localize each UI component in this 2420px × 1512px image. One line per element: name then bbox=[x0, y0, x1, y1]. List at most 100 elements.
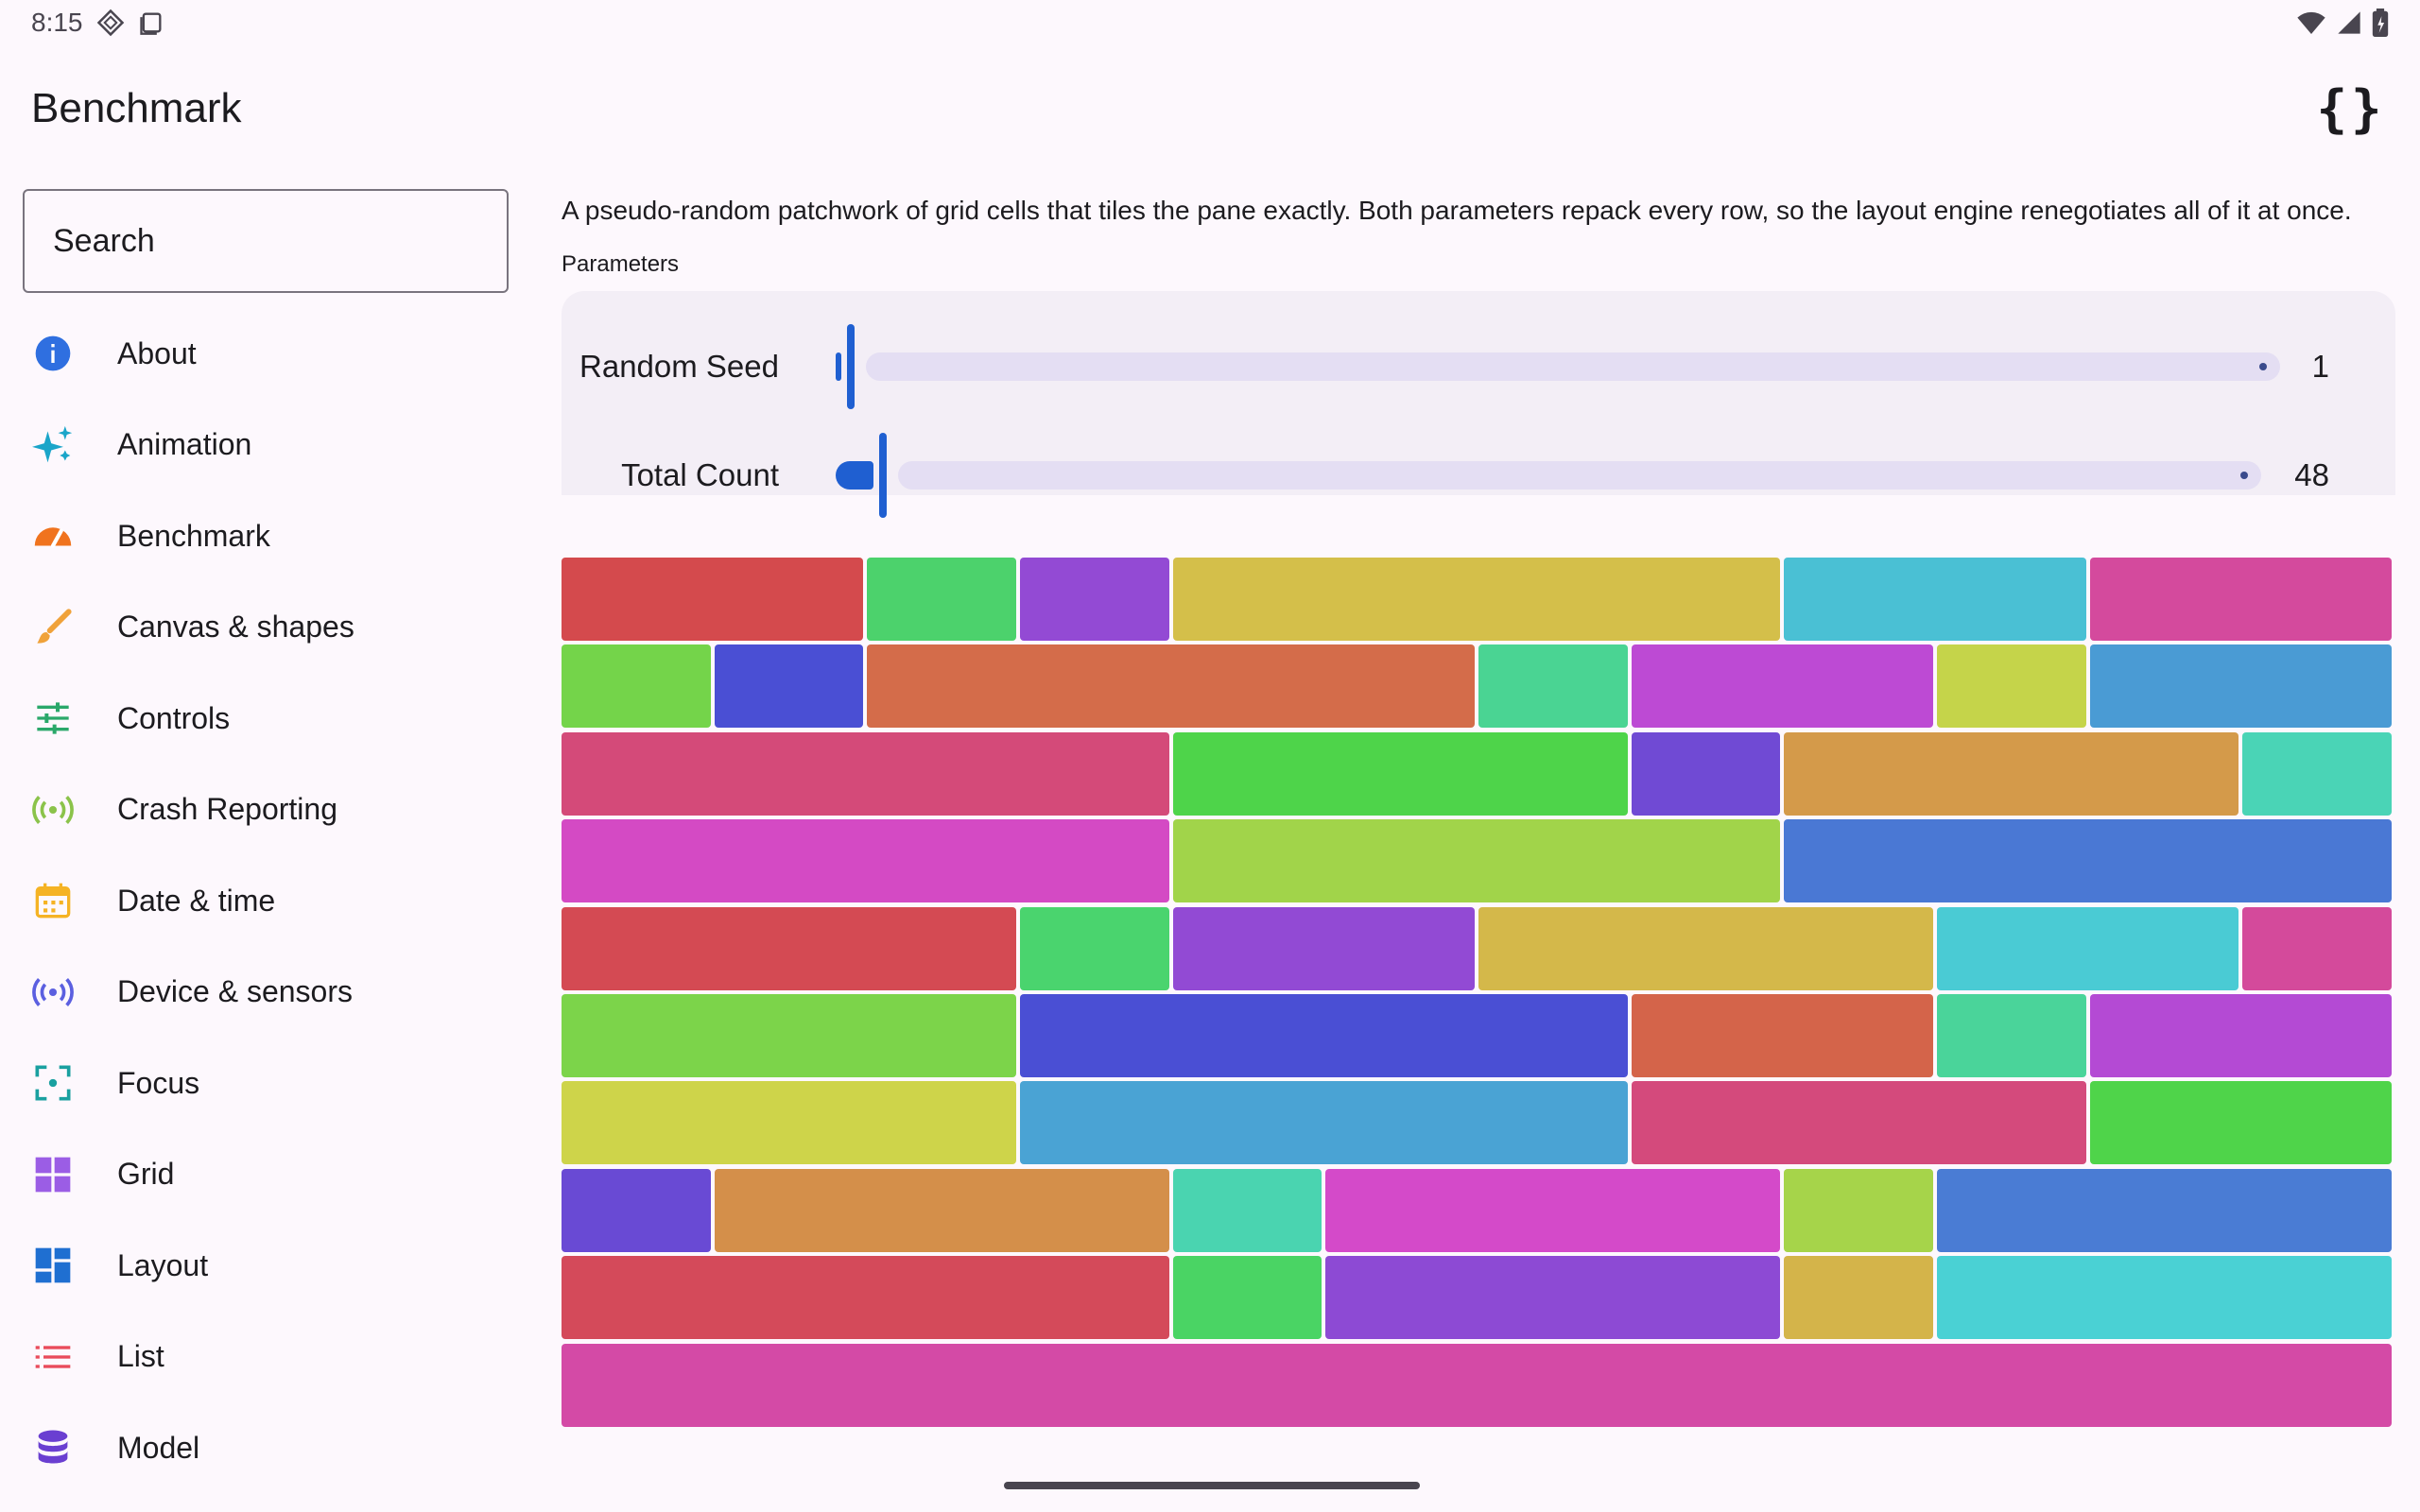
sidebar-item-animation[interactable]: Animation bbox=[23, 400, 509, 491]
sensors-icon bbox=[32, 971, 74, 1013]
grid-cell bbox=[1784, 1168, 1933, 1252]
grid-cell bbox=[562, 731, 1169, 816]
sidebar-item-crash-reporting[interactable]: Crash Reporting bbox=[23, 765, 509, 856]
grid-cell bbox=[1937, 1256, 2392, 1340]
sidebar-item-label: Date & time bbox=[117, 883, 276, 918]
total-count-slider-thumb[interactable] bbox=[879, 433, 887, 518]
grid-cell bbox=[1784, 731, 2239, 816]
grid-cell bbox=[1784, 819, 2392, 903]
database-icon bbox=[32, 1427, 74, 1469]
battery-icon bbox=[2372, 9, 2389, 37]
sidebar-item-label: Crash Reporting bbox=[117, 792, 337, 827]
wifi-icon bbox=[2296, 9, 2326, 36]
grid-cell bbox=[1784, 1256, 1933, 1340]
grid-cell bbox=[1937, 644, 2086, 729]
param-row-total-count: Total Count 48 bbox=[562, 433, 2395, 518]
sidebar-item-benchmark[interactable]: Benchmark bbox=[23, 490, 509, 582]
sidebar-item-about[interactable]: About bbox=[23, 308, 509, 400]
grid-cell bbox=[562, 1081, 1016, 1165]
main-content: A pseudo-random patchwork of grid cells … bbox=[562, 194, 2395, 518]
grid-cell bbox=[1325, 1168, 1781, 1252]
grid-cell bbox=[867, 644, 1475, 729]
broadcast-icon bbox=[32, 789, 74, 831]
grid-cell bbox=[1937, 906, 2239, 990]
sidebar-item-canvas[interactable]: Canvas & shapes bbox=[23, 582, 509, 674]
grid-cell bbox=[714, 1168, 1169, 1252]
grid-cell bbox=[1020, 906, 1169, 990]
sidebar-item-label: List bbox=[117, 1339, 164, 1374]
grid-cell bbox=[1478, 906, 1933, 990]
search-input[interactable]: Search bbox=[23, 189, 509, 293]
search-placeholder: Search bbox=[53, 222, 155, 259]
layout-icon bbox=[32, 1245, 74, 1286]
param-label: Random Seed bbox=[579, 349, 779, 384]
param-value: 1 bbox=[2311, 349, 2329, 384]
grid-cell bbox=[1937, 994, 2086, 1077]
parameters-heading: Parameters bbox=[562, 251, 680, 277]
grid-cell bbox=[2089, 1081, 2392, 1165]
total-count-slider-track[interactable] bbox=[898, 461, 2261, 490]
sidebar: Search About Animation Benchmark Canvas … bbox=[23, 189, 509, 1494]
calendar-icon bbox=[32, 880, 74, 921]
sidebar-item-label: Controls bbox=[117, 700, 231, 735]
sidebar-item-device-sensors[interactable]: Device & sensors bbox=[23, 947, 509, 1039]
brush-icon bbox=[32, 607, 74, 648]
sidebar-item-grid[interactable]: Grid bbox=[23, 1129, 509, 1221]
grid-cell bbox=[1172, 1168, 1322, 1252]
sidebar-item-focus[interactable]: Focus bbox=[23, 1038, 509, 1129]
grid-cell bbox=[562, 1256, 1169, 1340]
grid-cell bbox=[1020, 1081, 1628, 1165]
sidebar-item-date-time[interactable]: Date & time bbox=[23, 855, 509, 947]
sparkle-icon bbox=[32, 424, 74, 466]
braces-icon[interactable]: {} bbox=[2316, 78, 2386, 139]
focus-icon bbox=[32, 1062, 74, 1104]
sidebar-item-label: Layout bbox=[117, 1247, 209, 1282]
param-label: Total Count bbox=[621, 457, 779, 492]
grid-cell bbox=[2242, 731, 2392, 816]
sidebar-nav: About Animation Benchmark Canvas & shape… bbox=[23, 308, 509, 1494]
signal-icon bbox=[2336, 9, 2362, 36]
param-row-random-seed: Random Seed 1 bbox=[562, 324, 2395, 409]
grid-cell bbox=[714, 644, 864, 729]
slider-active-track bbox=[836, 461, 873, 490]
sidebar-item-layout[interactable]: Layout bbox=[23, 1220, 509, 1312]
random-seed-slider-track[interactable] bbox=[866, 352, 2280, 381]
grid-cell bbox=[1631, 1081, 2086, 1165]
info-icon bbox=[32, 333, 74, 374]
grid-cell bbox=[1478, 644, 1628, 729]
grid-cell bbox=[562, 906, 1016, 990]
benchmark-description: A pseudo-random patchwork of grid cells … bbox=[562, 196, 2352, 225]
slider-active-track bbox=[836, 352, 841, 381]
sidebar-item-controls[interactable]: Controls bbox=[23, 673, 509, 765]
random-seed-slider-thumb[interactable] bbox=[847, 324, 855, 409]
sidebar-item-label: Model bbox=[117, 1430, 200, 1465]
page-title: Benchmark bbox=[31, 85, 242, 131]
sidebar-item-label: Focus bbox=[117, 1065, 200, 1100]
grid-cell bbox=[2089, 644, 2392, 729]
sidebar-item-label: Animation bbox=[117, 427, 252, 462]
slider-stop-indicator bbox=[2240, 472, 2248, 479]
grid-cell bbox=[562, 558, 864, 641]
top-app-bar: Benchmark {} bbox=[0, 57, 2420, 161]
sidebar-item-model[interactable]: Model bbox=[23, 1402, 509, 1494]
slider-stop-indicator bbox=[2259, 363, 2267, 370]
parameters-card: Random Seed 1 Total Count 48 bbox=[562, 291, 2395, 518]
grid-cell bbox=[562, 644, 711, 729]
list-icon bbox=[32, 1336, 74, 1378]
grid-cell bbox=[562, 819, 1169, 903]
speedometer-icon bbox=[32, 515, 74, 557]
grid-cell bbox=[1631, 644, 1933, 729]
grid-cell bbox=[2242, 906, 2392, 990]
home-indicator[interactable] bbox=[1004, 1482, 1420, 1489]
grid-cell bbox=[1172, 906, 1475, 990]
sidebar-item-label: Grid bbox=[117, 1157, 175, 1192]
grid-cell bbox=[562, 994, 1016, 1077]
grid-cell bbox=[562, 1343, 2392, 1427]
grid-cell bbox=[1631, 731, 1781, 816]
param-value: 48 bbox=[2294, 457, 2329, 492]
grid-cell bbox=[1325, 1256, 1781, 1340]
sidebar-item-list[interactable]: List bbox=[23, 1312, 509, 1403]
vpn-diamond-icon bbox=[96, 9, 125, 37]
grid-cell bbox=[867, 558, 1016, 641]
sliders-icon bbox=[32, 697, 74, 739]
